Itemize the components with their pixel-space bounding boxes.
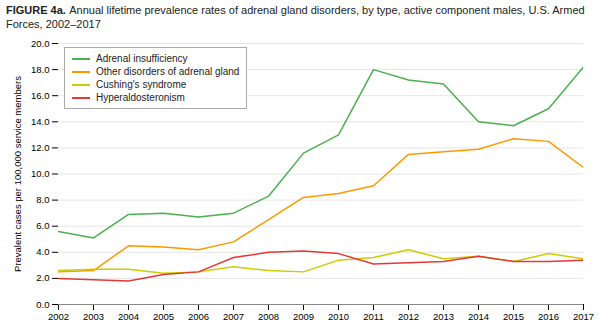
svg-text:Prevalent cases per 100,000 se: Prevalent cases per 100,000 service memb…	[12, 76, 23, 272]
svg-text:2011: 2011	[363, 311, 383, 322]
svg-text:2015: 2015	[503, 311, 524, 322]
svg-text:16.0: 16.0	[31, 90, 50, 101]
svg-text:20.0: 20.0	[31, 38, 50, 49]
svg-text:2017: 2017	[573, 311, 594, 322]
svg-text:2014: 2014	[468, 311, 489, 322]
html-text:Other disorders of adrenal gla: Other disorders of adrenal gland	[96, 66, 240, 77]
svg-text:2004: 2004	[118, 311, 139, 322]
svg-text:2003: 2003	[83, 311, 104, 322]
svg-text:2012: 2012	[398, 311, 419, 322]
html-text:FIGURE 4a. Annual lifetime pre: FIGURE 4a. Annual lifetime prevalence ra…	[6, 4, 585, 30]
svg-text:2008: 2008	[258, 311, 279, 322]
svg-text:8.0: 8.0	[36, 194, 49, 205]
svg-text:2006: 2006	[188, 311, 209, 322]
svg-text:18.0: 18.0	[31, 64, 50, 75]
svg-text:2005: 2005	[153, 311, 174, 322]
svg-text:2013: 2013	[433, 311, 454, 322]
svg-text:2016: 2016	[538, 311, 559, 322]
html-text:Adrenal insufficiency: Adrenal insufficiency	[96, 53, 188, 64]
svg-text:6.0: 6.0	[36, 220, 49, 231]
svg-text:12.0: 12.0	[31, 142, 50, 153]
svg-text:2007: 2007	[223, 311, 244, 322]
html-text:Cushing's syndrome: Cushing's syndrome	[96, 79, 187, 90]
svg-text:2002: 2002	[48, 311, 69, 322]
svg-text:10.0: 10.0	[31, 168, 50, 179]
svg-text:2009: 2009	[293, 311, 314, 322]
svg-text:2010: 2010	[328, 311, 349, 322]
svg-text:4.0: 4.0	[36, 246, 49, 257]
svg-text:14.0: 14.0	[31, 116, 50, 127]
svg-text:2.0: 2.0	[36, 272, 49, 283]
html-text:Hyperaldosteronism: Hyperaldosteronism	[96, 92, 185, 103]
svg-text:0.0: 0.0	[36, 299, 49, 310]
